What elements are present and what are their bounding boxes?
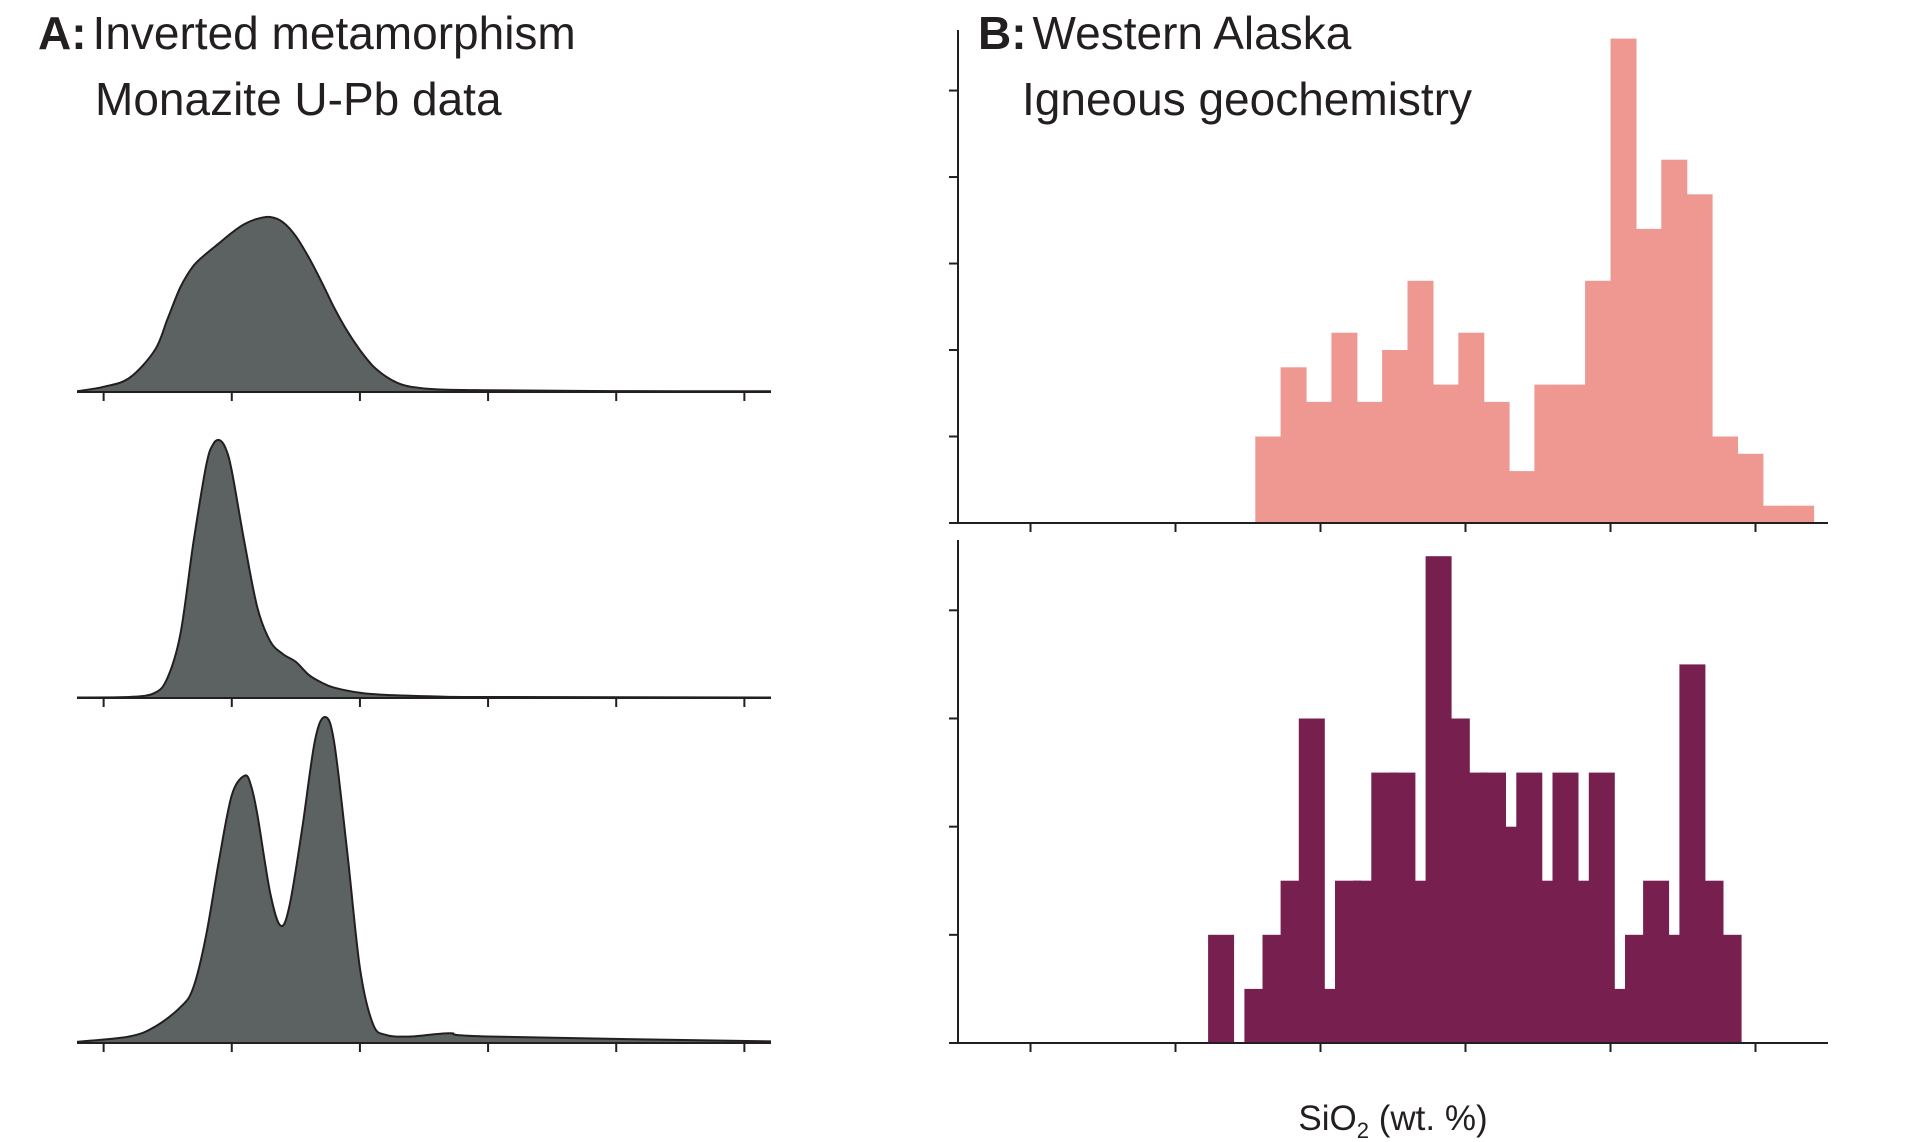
histogram-bar: [1715, 934, 1742, 1043]
histogram-bar: [1737, 453, 1764, 523]
kde-area-2: [77, 438, 771, 699]
histogram-bar: [1208, 934, 1235, 1043]
kde-ridge-2: [77, 438, 771, 707]
histogram-bar: [1331, 332, 1358, 523]
histogram-bar: [1483, 401, 1510, 523]
histogram-bar: [1585, 280, 1612, 523]
histogram-bar: [1610, 38, 1637, 523]
histogram-bar: [1788, 505, 1815, 523]
histogram-bar: [1559, 384, 1586, 523]
histogram-bar: [1635, 228, 1662, 523]
histogram-bar: [1534, 384, 1561, 523]
histogram-bar: [1762, 505, 1789, 523]
panel-b-subtitle: Igneous geochemistry: [1022, 73, 1472, 125]
panel-b-letter: B:: [978, 7, 1027, 59]
kde-ridge-plot: [77, 215, 771, 1052]
histogram-bar: [1661, 159, 1688, 523]
kde-ridge-3: [77, 716, 771, 1052]
histogram-bar: [1712, 436, 1738, 523]
histogram-bar: [1356, 401, 1383, 523]
histogram-plot: SiO2 (wt. %): [949, 30, 1828, 1142]
panel-a-subtitle: Monazite U-Pb data: [95, 73, 502, 125]
panel-a-title: Inverted metamorphism: [93, 7, 576, 59]
panel-a-letter: A:: [38, 7, 87, 59]
histogram-bar: [1458, 332, 1485, 523]
histogram-bar: [1306, 401, 1332, 523]
histogram-bar: [1509, 471, 1535, 523]
histogram-panel-2: [949, 540, 1828, 1052]
svg-text:B:Western Alaska: B: Western Alaska: [978, 7, 1352, 59]
histogram-bar: [1255, 436, 1282, 523]
histogram-bar: [1407, 280, 1434, 523]
histogram-x-axis-title: SiO2 (wt. %): [1298, 1099, 1487, 1142]
kde-area-3: [77, 716, 771, 1044]
histogram-bar: [1432, 384, 1459, 523]
histogram-bar: [1686, 194, 1713, 524]
kde-area-1: [77, 215, 771, 393]
kde-ridge-1: [77, 215, 771, 401]
svg-text:A:Inverted metamorphism: A: Inverted metamorphism: [38, 7, 576, 59]
histogram-bar: [1382, 350, 1409, 523]
histogram-panel-1: [949, 30, 1828, 532]
histogram-bar: [1280, 367, 1307, 523]
panel-b-title: Western Alaska: [1033, 7, 1352, 59]
